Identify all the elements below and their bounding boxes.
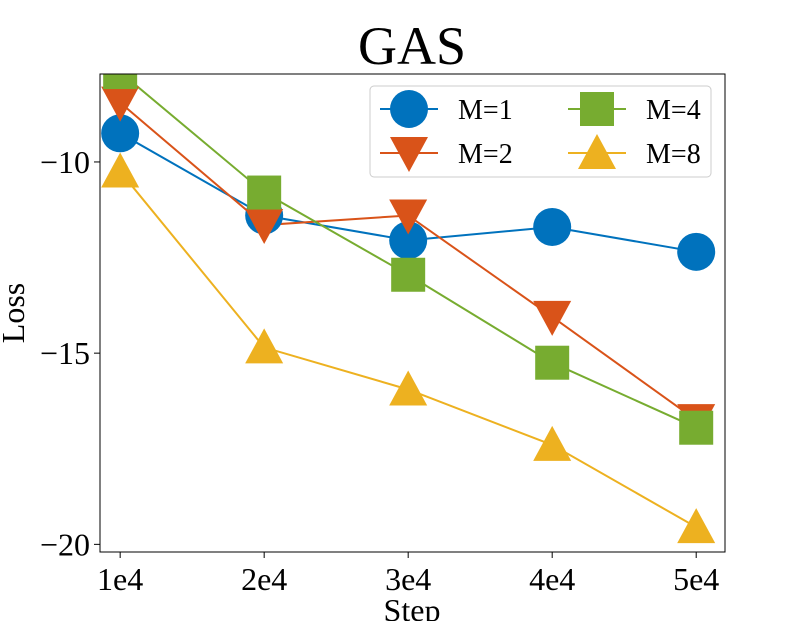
data-point-m2 — [245, 209, 284, 245]
data-point-m8 — [245, 328, 284, 364]
legend-marker-m1 — [390, 90, 428, 128]
legend-label-m1: M=1 — [458, 95, 513, 126]
data-point-m4 — [679, 410, 714, 445]
legend-marker-m2 — [390, 137, 428, 172]
data-point-m8 — [101, 152, 140, 188]
x-tick-label: 1e4 — [97, 561, 143, 597]
data-point-m1 — [533, 207, 572, 246]
data-point-m4 — [535, 345, 570, 380]
y-tick-label: −15 — [40, 335, 90, 371]
x-axis-label: Step — [384, 592, 441, 621]
data-point-m8 — [389, 370, 428, 406]
data-point-m2 — [389, 199, 428, 235]
legend-label-m8: M=8 — [646, 139, 701, 170]
legend-marker-m8 — [578, 134, 616, 169]
legend-marker-m4 — [580, 92, 614, 126]
x-tick-label: 4e4 — [529, 561, 575, 597]
x-tick-label: 5e4 — [673, 561, 719, 597]
legend-label-m2: M=2 — [458, 139, 513, 170]
legend-label-m4: M=4 — [646, 95, 701, 126]
data-point-m8 — [677, 508, 716, 544]
data-point-m8 — [533, 425, 572, 461]
y-tick-label: −10 — [40, 144, 90, 180]
plot-frame — [99, 73, 726, 553]
x-tick-label: 3e4 — [385, 561, 431, 597]
legend: M=1 M=2 M=4 M=8 — [369, 85, 712, 178]
y-tick-label: −20 — [40, 526, 90, 562]
chart-title: GAS — [358, 16, 466, 76]
y-axis-label: Loss — [0, 283, 31, 343]
data-point-m1 — [101, 114, 140, 153]
data-point-m2 — [533, 300, 572, 336]
data-point-m2 — [101, 86, 140, 122]
data-point-m4 — [391, 257, 426, 292]
data-point-m4 — [103, 74, 138, 90]
data-point-m1 — [389, 221, 428, 260]
data-point-m4 — [247, 175, 282, 210]
data-point-m1 — [677, 232, 716, 271]
x-tick-label: 2e4 — [241, 561, 287, 597]
